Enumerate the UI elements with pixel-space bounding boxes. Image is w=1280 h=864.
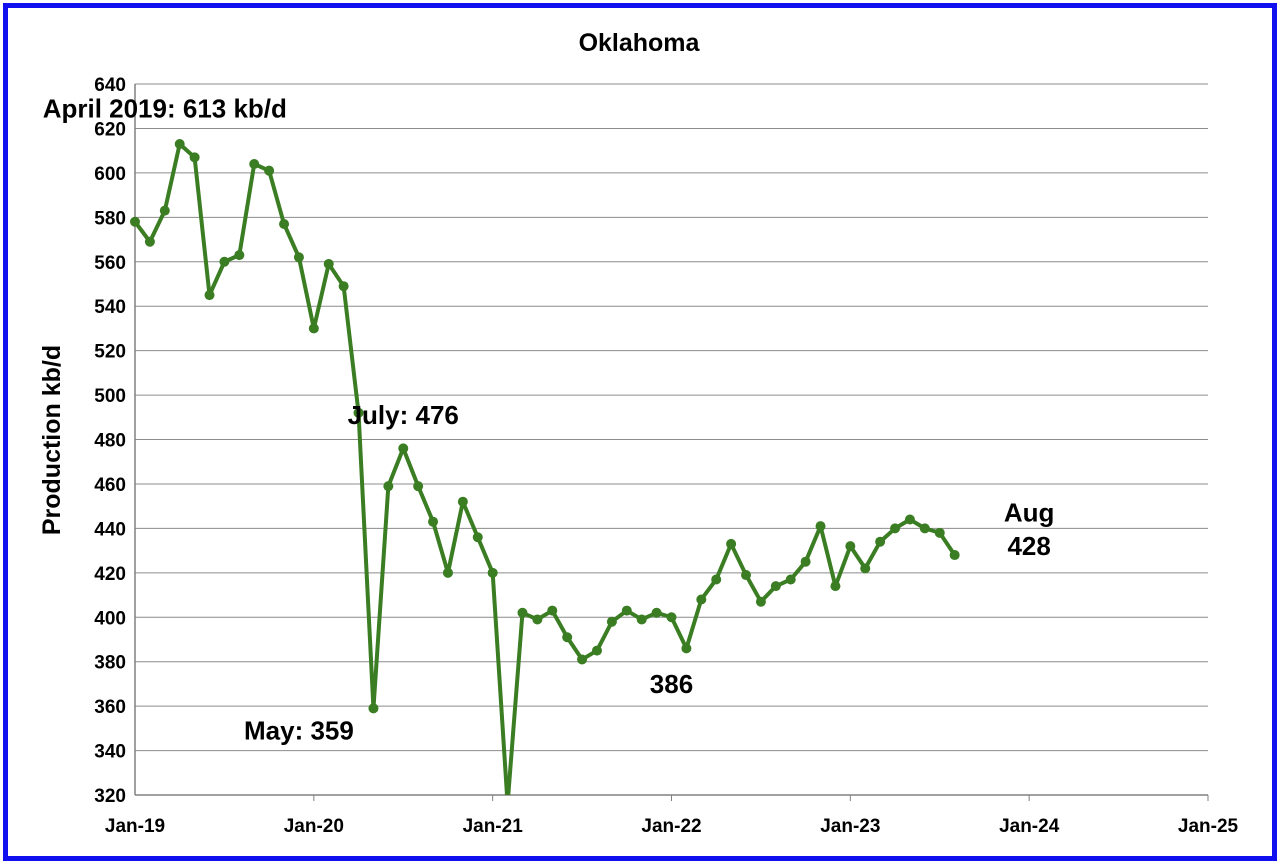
y-tick-label: 440 <box>94 519 126 540</box>
data-point <box>621 605 632 616</box>
data-point <box>204 290 215 301</box>
y-tick-label: 620 <box>94 119 126 140</box>
annotations: April 2019: 613 kb/d July: 476 May: 359 386… <box>43 93 1055 745</box>
data-point <box>308 323 319 334</box>
data-point <box>189 152 200 163</box>
data-point <box>457 496 468 507</box>
y-tick-label: 580 <box>94 208 126 229</box>
data-point <box>919 523 930 534</box>
data-point <box>383 481 394 492</box>
chart-title: Oklahoma <box>579 29 701 57</box>
y-tick-label: 480 <box>94 431 126 452</box>
data-point <box>293 252 304 263</box>
y-tick-label: 560 <box>94 253 126 274</box>
y-tick-label: 400 <box>94 608 126 629</box>
y-tick-label: 460 <box>94 475 126 496</box>
data-point <box>338 281 349 292</box>
data-point <box>517 607 528 618</box>
data-point <box>159 205 170 216</box>
data-point <box>144 236 155 247</box>
data-point <box>666 612 677 623</box>
gridlines <box>135 83 1208 752</box>
y-axis-label: Production kb/d <box>38 345 66 535</box>
data-point <box>636 614 647 625</box>
annotation-label: July: 476 <box>348 400 459 430</box>
data-point <box>487 567 498 578</box>
data-point <box>353 407 364 418</box>
data-point <box>696 594 707 605</box>
x-tick-labels: Jan-19 Jan-20 Jan-21 Jan-22 Jan-23 Jan-24 Jan-… <box>105 795 1239 837</box>
data-point <box>413 481 424 492</box>
data-point <box>532 614 543 625</box>
annotation-label: 428 <box>1007 531 1050 561</box>
data-point <box>726 538 737 549</box>
data-point <box>770 581 781 592</box>
annotation-label: 386 <box>650 669 693 699</box>
data-point <box>741 570 752 581</box>
data-point <box>249 158 260 169</box>
annotation-label: Aug <box>1004 498 1055 528</box>
data-point <box>323 258 334 269</box>
data-point <box>606 616 617 627</box>
series-line <box>135 141 957 795</box>
data-point <box>472 532 483 543</box>
data-point <box>860 563 871 574</box>
x-tick-label: Jan-21 <box>463 816 524 837</box>
data-point <box>219 256 230 267</box>
data-point <box>591 645 602 656</box>
annotation-label: May: 359 <box>244 715 354 745</box>
y-tick-label: 500 <box>94 386 126 407</box>
x-tick-label: Jan-22 <box>641 816 701 837</box>
y-tick-labels: 320 340 360 380 400 420 440 460 480 500 520 540 560 5… <box>94 75 126 807</box>
y-tick-label: 600 <box>94 164 126 185</box>
data-point <box>651 607 662 618</box>
x-tick-label: Jan-23 <box>820 816 880 837</box>
annotation-label: April 2019: 613 kb/d <box>43 93 287 123</box>
data-point <box>442 567 453 578</box>
data-point <box>845 541 856 552</box>
data-point <box>785 574 796 585</box>
data-point <box>681 643 692 654</box>
data-point <box>428 516 439 527</box>
x-tick-label: Jan-19 <box>105 816 165 837</box>
data-point <box>815 521 826 532</box>
data-point <box>949 550 960 561</box>
data-point <box>398 443 409 454</box>
data-point <box>904 514 915 525</box>
y-tick-label: 320 <box>94 786 126 807</box>
data-point <box>547 605 558 616</box>
data-point <box>800 556 811 567</box>
data-point <box>755 596 766 607</box>
chart-frame <box>3 3 1277 861</box>
data-point <box>174 138 185 149</box>
series-group <box>130 138 960 795</box>
data-point <box>264 165 275 176</box>
y-tick-label: 520 <box>94 342 126 363</box>
y-tick-label: 540 <box>94 297 126 318</box>
x-tick-label: Jan-24 <box>999 816 1060 837</box>
y-tick-label: 420 <box>94 564 126 585</box>
data-point <box>577 654 588 665</box>
data-point <box>368 703 379 714</box>
data-point <box>562 632 573 643</box>
y-tick-label: 340 <box>94 742 126 763</box>
x-tick-label: Jan-25 <box>1178 816 1239 837</box>
y-tick-label: 380 <box>94 653 126 674</box>
data-point <box>234 250 245 261</box>
data-point <box>830 581 841 592</box>
data-point <box>934 527 945 538</box>
data-point <box>279 218 290 229</box>
data-point <box>890 523 901 534</box>
y-tick-label: 640 <box>94 75 126 96</box>
data-point <box>130 216 140 227</box>
x-tick-label: Jan-20 <box>284 816 344 837</box>
data-point <box>711 574 722 585</box>
data-point <box>875 536 886 547</box>
y-tick-label: 360 <box>94 697 126 718</box>
